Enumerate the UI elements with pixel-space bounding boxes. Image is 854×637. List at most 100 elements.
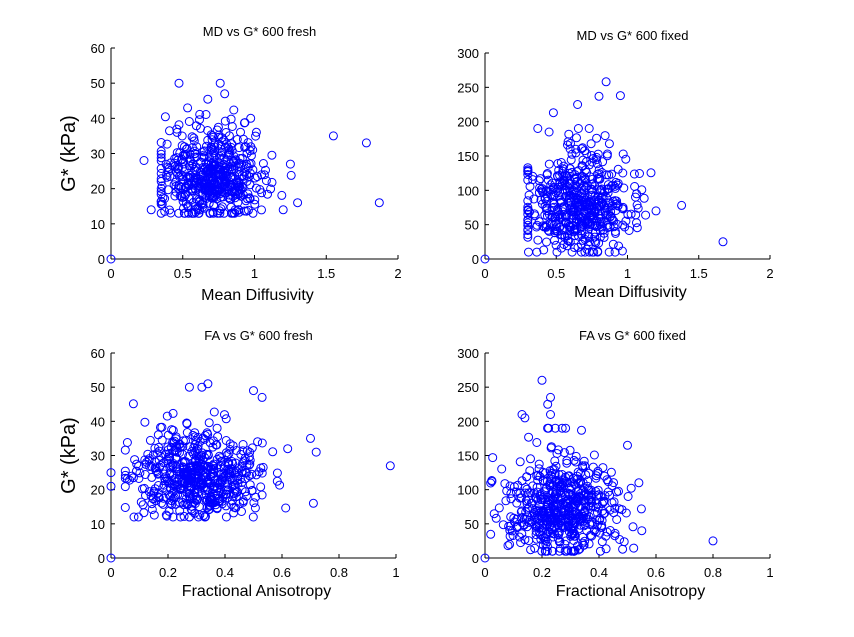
data-point <box>251 470 261 480</box>
data-point <box>174 473 184 483</box>
data-point <box>582 244 592 254</box>
data-point <box>546 185 556 195</box>
data-point <box>361 138 371 148</box>
data-point <box>227 146 237 155</box>
data-point <box>542 520 552 530</box>
data-point <box>500 479 510 489</box>
data-point <box>569 531 579 541</box>
data-point <box>132 459 142 469</box>
data-point <box>519 520 529 529</box>
data-point <box>552 212 562 222</box>
data-point <box>599 497 608 507</box>
data-point <box>586 139 596 149</box>
data-point <box>580 461 590 471</box>
data-point <box>201 472 211 482</box>
data-point <box>217 137 227 147</box>
data-point <box>213 208 223 218</box>
data-point <box>610 503 620 513</box>
data-point <box>232 487 242 497</box>
data-point <box>550 456 560 466</box>
data-point <box>503 541 513 551</box>
data-point <box>551 477 561 487</box>
data-point <box>543 541 552 551</box>
data-point <box>545 466 555 476</box>
data-point <box>548 108 558 118</box>
data-point <box>207 469 217 479</box>
y-tick-label: 40 <box>91 414 105 429</box>
data-point <box>614 241 624 251</box>
data-point <box>621 508 631 518</box>
data-point <box>611 228 620 238</box>
data-point <box>156 168 166 178</box>
data-point <box>549 182 559 192</box>
data-points <box>106 78 384 264</box>
data-point <box>242 468 251 478</box>
data-point <box>612 487 622 497</box>
data-point <box>182 419 192 429</box>
data-point <box>215 165 225 175</box>
data-point <box>238 134 248 144</box>
data-point <box>575 191 584 201</box>
data-point <box>523 202 533 212</box>
data-point <box>258 159 268 168</box>
data-point <box>217 202 227 212</box>
data-point <box>600 131 610 141</box>
data-point <box>244 452 254 462</box>
data-point <box>246 151 256 161</box>
data-point <box>573 197 583 207</box>
data-point <box>580 247 590 257</box>
data-point <box>609 478 618 488</box>
data-point <box>593 485 603 495</box>
data-point <box>226 208 236 218</box>
data-point <box>222 468 232 478</box>
data-point <box>187 143 197 153</box>
data-point <box>562 496 572 505</box>
data-point <box>621 154 631 164</box>
data-point <box>205 208 215 218</box>
data-point <box>120 445 130 455</box>
data-point <box>583 181 593 191</box>
data-point <box>554 537 564 547</box>
data-point <box>189 133 199 143</box>
y-tick-label: 50 <box>91 380 105 395</box>
data-point <box>189 136 199 146</box>
data-point <box>176 512 185 522</box>
y-tick-label: 100 <box>457 483 479 498</box>
data-point <box>568 473 578 483</box>
data-point <box>208 131 217 141</box>
data-point <box>374 198 384 208</box>
data-point <box>584 247 594 257</box>
data-point <box>239 171 249 181</box>
y-tick-label: 250 <box>457 80 479 95</box>
data-point <box>571 144 581 154</box>
data-point <box>561 505 571 515</box>
data-point <box>175 443 185 452</box>
data-point <box>578 486 588 496</box>
data-point <box>601 544 611 554</box>
y-tick-label: 0 <box>472 551 479 566</box>
data-point <box>547 546 557 556</box>
data-point <box>524 432 534 442</box>
data-point <box>153 430 163 440</box>
data-point <box>590 197 600 207</box>
data-point <box>215 78 225 88</box>
data-point <box>581 165 590 175</box>
data-point <box>164 448 174 458</box>
data-point <box>257 490 267 500</box>
data-point <box>134 461 144 471</box>
data-point <box>293 198 303 208</box>
data-point <box>250 173 260 183</box>
data-point <box>613 201 623 211</box>
data-point <box>179 151 189 161</box>
data-point <box>165 462 175 472</box>
data-point <box>144 456 154 465</box>
data-point <box>585 237 595 246</box>
data-point <box>178 497 188 507</box>
data-point <box>530 209 539 219</box>
data-point <box>595 226 605 236</box>
data-point <box>178 163 188 172</box>
data-point <box>244 159 254 169</box>
data-point <box>128 473 138 483</box>
data-point <box>208 483 218 493</box>
data-point <box>209 146 219 155</box>
